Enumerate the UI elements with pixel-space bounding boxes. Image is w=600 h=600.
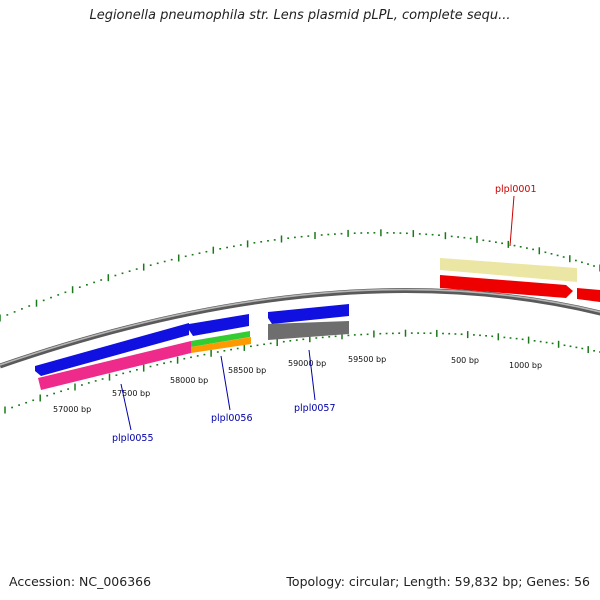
map-title: Legionella pneumophila str. Lens plasmid… (89, 8, 511, 23)
gene-red-next[interactable] (577, 288, 600, 302)
gene-labels: plpl0001 plpl0055 plpl0056 plpl0057 (112, 184, 537, 444)
gene-label-plpl0055: plpl0055 (112, 433, 154, 444)
outer-tick-ring (0, 229, 600, 322)
gene-orange[interactable] (191, 337, 251, 353)
gene-pink[interactable] (38, 341, 191, 390)
gene-blue-plpl0055[interactable] (35, 323, 189, 376)
label-leader-lines (120, 195, 515, 431)
scale-label-1000: 1000 bp (509, 361, 542, 370)
backbone-highlight (0, 288, 600, 366)
backbone-circle (0, 288, 600, 369)
scale-label-59500: 59500 bp (348, 355, 386, 364)
scale-label-57500: 57500 bp (112, 389, 150, 398)
scale-label-57000: 57000 bp (53, 405, 91, 414)
scale-label-59000: 59000 bp (288, 359, 326, 368)
scale-labels: 57000 bp 57500 bp 58000 bp 58500 bp 5900… (53, 355, 542, 414)
gene-green[interactable] (191, 331, 250, 347)
accession-label: Accession: NC_006366 (9, 574, 152, 589)
gene-gray[interactable] (268, 321, 349, 340)
gene-label-plpl0001: plpl0001 (495, 184, 537, 195)
scale-label-500: 500 bp (451, 356, 479, 365)
gene-blue-plpl0056[interactable] (189, 314, 249, 336)
topology-summary: Topology: circular; Length: 59,832 bp; G… (286, 574, 590, 589)
gene-features (35, 258, 600, 390)
scale-label-58000: 58000 bp (170, 376, 208, 385)
gene-label-plpl0056: plpl0056 (211, 413, 253, 424)
scale-label-58500: 58500 bp (228, 366, 266, 375)
gene-label-plpl0057: plpl0057 (294, 403, 336, 414)
gene-khaki[interactable] (440, 258, 577, 282)
gene-blue-plpl0057[interactable] (268, 304, 349, 324)
gene-red-plpl0001[interactable] (440, 275, 573, 298)
